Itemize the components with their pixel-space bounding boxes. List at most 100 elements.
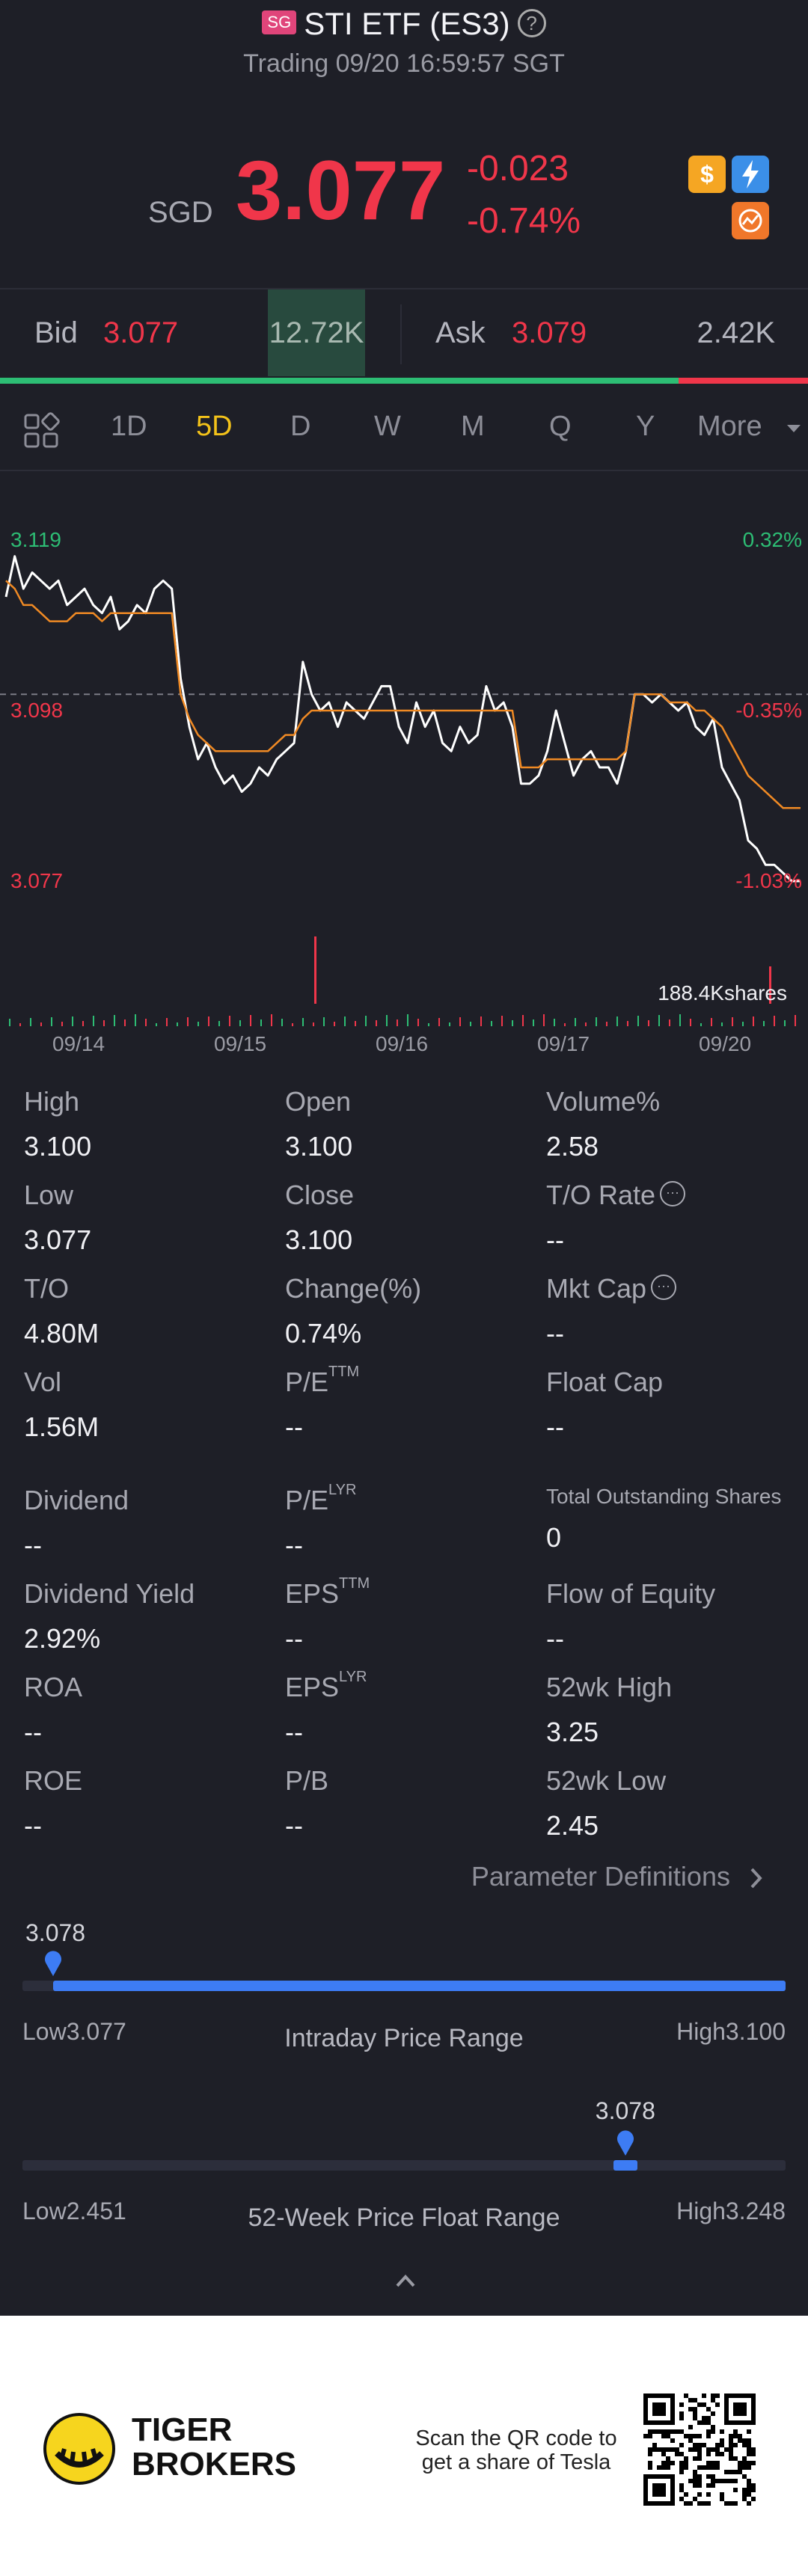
parameter-definitions-link[interactable]: Parameter Definitions [471, 1861, 765, 1892]
intraday-low-value: 3.077 [66, 2018, 126, 2045]
y-tick-bottom-pct: -1.03% [735, 869, 802, 892]
chevron-down-icon[interactable] [786, 423, 802, 438]
volume-bar [292, 1023, 293, 1026]
week52-high-label: High [676, 2198, 726, 2224]
tab-5d[interactable]: 5D [196, 411, 233, 442]
volume-bar [491, 1021, 492, 1026]
stat-label-suffix: TTM [339, 1575, 370, 1592]
stat-label-text: Mkt Cap [546, 1273, 647, 1304]
volume-bar [522, 1015, 524, 1026]
stat-float-cap: Float Cap -- [546, 1367, 663, 1443]
stat-label-text: Open [285, 1086, 352, 1117]
stat-value: 3.100 [24, 1131, 92, 1162]
stat-label: P/ELYR [285, 1482, 357, 1516]
stat-label: P/ETTM [285, 1364, 359, 1398]
price-change: -0.023 [467, 149, 569, 188]
info-icon[interactable]: ··· [651, 1275, 677, 1301]
brand-name: TIGER BROKERS [132, 2413, 296, 2482]
volume-bar [51, 1017, 52, 1026]
stat-label-text: P/B [285, 1765, 329, 1796]
volume-bar [323, 1017, 325, 1026]
week52-fill [613, 2160, 637, 2171]
stat-label-text: T/O [24, 1273, 69, 1304]
volume-bar [438, 1018, 440, 1026]
bid-volume: 12.72K [269, 316, 364, 349]
stat-value: -- [546, 1411, 564, 1442]
stat-p-e-ttm: P/ETTM -- [285, 1364, 359, 1443]
x-tick-0916: 09/16 [376, 1032, 429, 1055]
stat-dividend-yield: Dividend Yield 2.92% [24, 1578, 195, 1655]
chart-switch-icon[interactable] [732, 202, 769, 239]
stat-label-text: Low [24, 1180, 74, 1210]
layout-grid-icon[interactable] [22, 412, 60, 453]
tab-1d[interactable]: 1D [111, 411, 147, 442]
intraday-title: Intraday Price Range [284, 2024, 524, 2052]
volume-bar [533, 1019, 534, 1026]
volume-bar [114, 1015, 115, 1026]
collapse-chevron-up-icon[interactable] [395, 2271, 416, 2292]
intraday-current-value: 3.078 [25, 1919, 86, 1946]
volume-bar [177, 1022, 178, 1026]
volume-bar [669, 1019, 670, 1026]
stat-label: 52wk High [546, 1672, 672, 1703]
lightning-icon[interactable] [732, 156, 769, 193]
stat-label-text: P/E [285, 1485, 329, 1515]
stat-volume-: Volume% 2.58 [546, 1086, 660, 1162]
volume-bar [795, 1015, 796, 1026]
stat-value: 3.25 [546, 1717, 599, 1747]
tab-q[interactable]: Q [549, 411, 572, 442]
tab-m[interactable]: M [461, 411, 485, 442]
tab-y[interactable]: Y [636, 411, 655, 442]
x-tick-0917: 09/17 [537, 1032, 590, 1055]
volume-bar [679, 1014, 681, 1026]
tab-w[interactable]: W [374, 411, 401, 442]
stat-value: 1.56M [24, 1411, 100, 1442]
last-price: 3.077 [236, 144, 446, 237]
volume-bar [774, 1016, 775, 1026]
volume-bar [218, 1021, 220, 1026]
title-row: SG STI ETF (ES3)? [0, 6, 808, 42]
stat-label-text: ROA [24, 1672, 83, 1702]
volume-bar [690, 1019, 691, 1026]
intraday-track [22, 1981, 786, 1991]
bid-label: Bid [34, 316, 78, 349]
volume-bar [19, 1023, 21, 1026]
info-icon[interactable]: ··· [660, 1181, 686, 1207]
stat-label-text: Change(%) [285, 1273, 422, 1304]
volume-bar [763, 1021, 765, 1026]
volume-bar [658, 1015, 660, 1026]
stat-label-text: P/E [285, 1367, 329, 1397]
stat-dividend: Dividend -- [24, 1485, 129, 1561]
help-icon[interactable]: ? [517, 8, 546, 37]
stat-label-text: EPS [285, 1578, 340, 1609]
volume-bar [721, 1022, 723, 1026]
y-tick-top: 3.119 [10, 528, 61, 551]
volume-bar [145, 1019, 147, 1026]
volume-bar [449, 1022, 450, 1026]
stat-52wk-high: 52wk High 3.25 [546, 1672, 672, 1748]
price-chart[interactable]: 3.119 0.32% 3.098 -0.35% 3.077 -1.03% 18… [0, 473, 808, 1055]
ask-price: 3.079 [512, 316, 587, 349]
stat-open: Open 3.100 [285, 1086, 352, 1162]
share-footer: TIGER BROKERS Scan the QR code to get a … [0, 2316, 808, 2576]
volume-bar [554, 1019, 555, 1026]
stat-value: -- [546, 1224, 564, 1255]
stat-value: 3.077 [24, 1224, 92, 1255]
stat-label-text: Vol [24, 1367, 62, 1397]
tab-d[interactable]: D [290, 411, 311, 442]
stat-vol: Vol 1.56M [24, 1367, 99, 1443]
week52-high-value: 3.248 [725, 2198, 786, 2224]
volume-bar [302, 1018, 304, 1026]
stat-label-suffix: LYR [328, 1482, 357, 1498]
volume-bar [742, 1022, 744, 1026]
stat-value: -- [24, 1530, 42, 1560]
volume-bar [596, 1017, 597, 1026]
volume-bar [700, 1023, 702, 1026]
volume-bar [82, 1021, 84, 1026]
stat-label: Dividend Yield [24, 1578, 195, 1610]
tab-more[interactable]: More [697, 411, 762, 442]
stat-label-text: High [24, 1086, 80, 1117]
dollar-icon[interactable]: $ [688, 156, 726, 193]
volume-bar [61, 1022, 63, 1026]
volume-bar [417, 1019, 419, 1026]
